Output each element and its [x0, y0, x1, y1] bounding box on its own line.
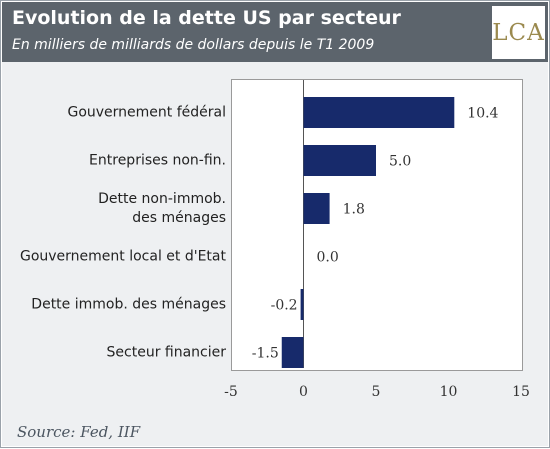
x-tick-label: 5 [372, 384, 381, 400]
value-label: 0.0 [317, 250, 339, 266]
value-label: 10.4 [467, 106, 498, 122]
bar [303, 193, 330, 224]
category-label: Dette immob. des ménages [31, 297, 226, 313]
category-label: Secteur financier [107, 345, 227, 361]
value-label: 1.8 [343, 202, 365, 218]
logo-text: LCA [492, 19, 545, 46]
x-tick-label: 15 [512, 384, 530, 400]
bar [303, 97, 455, 128]
category-label: Gouvernement fédéral [67, 105, 226, 121]
chart-title: Evolution de la dette US par secteur [12, 7, 401, 29]
lca-logo: LCA [492, 6, 545, 59]
bar [303, 145, 376, 176]
category-label: Dette non-immob. des ménages [98, 191, 226, 226]
x-tick-label: -5 [224, 384, 238, 400]
category-label: Entreprises non-fin. [89, 153, 226, 169]
bar [300, 289, 304, 320]
value-label: -0.2 [271, 298, 298, 314]
category-label: Gouvernement local et d'Etat [20, 249, 227, 265]
source-note: Source: Fed, IIF [17, 423, 141, 441]
x-tick-label: 0 [299, 384, 308, 400]
bar [281, 337, 304, 368]
chart-header: Evolution de la dette US par secteur En … [2, 2, 548, 62]
chart-subtitle: En milliers de milliards de dollars depu… [12, 37, 375, 53]
x-tick-label: 10 [440, 384, 458, 400]
value-label: 5.0 [389, 154, 411, 170]
value-label: -1.5 [252, 346, 279, 362]
